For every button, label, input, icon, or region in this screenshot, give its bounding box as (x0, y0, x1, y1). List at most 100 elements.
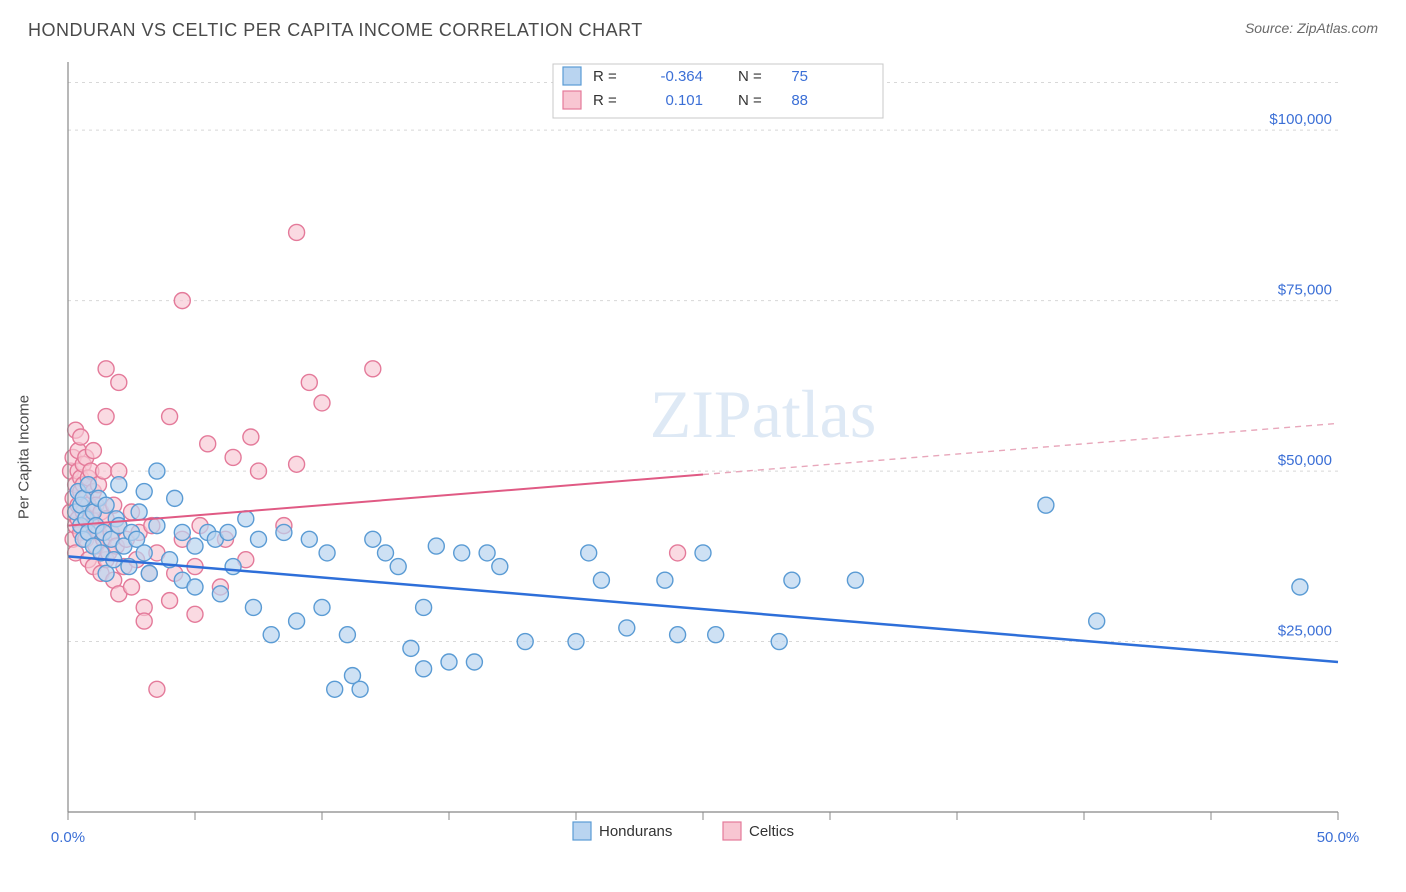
data-point-celtic (314, 395, 330, 411)
legend-n-label: N = (738, 92, 762, 109)
data-point-celtic (111, 374, 127, 390)
data-point-honduran (339, 627, 355, 643)
series-legend-label: Hondurans (599, 823, 672, 840)
data-point-celtic (162, 409, 178, 425)
data-point-honduran (670, 627, 686, 643)
data-point-honduran (1089, 613, 1105, 629)
data-point-honduran (212, 586, 228, 602)
data-point-honduran (593, 572, 609, 588)
data-point-honduran (289, 613, 305, 629)
data-point-honduran (708, 627, 724, 643)
data-point-celtic (289, 224, 305, 240)
data-point-honduran (492, 559, 508, 575)
data-point-honduran (1292, 579, 1308, 595)
data-point-honduran (245, 599, 261, 615)
data-point-honduran (365, 531, 381, 547)
data-point-celtic (98, 409, 114, 425)
data-point-celtic (670, 545, 686, 561)
legend-n-value: 75 (791, 68, 808, 85)
data-point-honduran (327, 681, 343, 697)
data-point-honduran (131, 504, 147, 520)
data-point-honduran (847, 572, 863, 588)
data-point-honduran (428, 538, 444, 554)
data-point-honduran (220, 524, 236, 540)
legend-r-value: 0.101 (665, 92, 703, 109)
data-point-honduran (263, 627, 279, 643)
data-point-honduran (517, 634, 533, 650)
x-tick-label: 50.0% (1317, 829, 1360, 846)
data-point-honduran (403, 640, 419, 656)
watermark: ZIPatlas (650, 376, 877, 452)
legend-swatch (563, 91, 581, 109)
data-point-honduran (568, 634, 584, 650)
data-point-honduran (111, 477, 127, 493)
data-point-honduran (416, 661, 432, 677)
data-point-honduran (276, 524, 292, 540)
data-point-honduran (225, 559, 241, 575)
data-point-honduran (466, 654, 482, 670)
series-legend-swatch (573, 822, 591, 840)
legend-n-value: 88 (791, 92, 808, 109)
data-point-celtic (289, 456, 305, 472)
data-point-honduran (1038, 497, 1054, 513)
y-tick-label: $100,000 (1269, 111, 1332, 128)
data-point-honduran (771, 634, 787, 650)
data-point-honduran (251, 531, 267, 547)
data-point-honduran (581, 545, 597, 561)
data-point-honduran (441, 654, 457, 670)
trend-line-celtic (68, 475, 703, 526)
y-tick-label: $25,000 (1278, 623, 1332, 640)
data-point-honduran (319, 545, 335, 561)
data-point-celtic (251, 463, 267, 479)
data-point-honduran (187, 538, 203, 554)
legend-r-label: R = (593, 68, 617, 85)
series-legend-swatch (723, 822, 741, 840)
data-point-honduran (479, 545, 495, 561)
data-point-celtic (243, 429, 259, 445)
data-point-honduran (136, 484, 152, 500)
data-point-celtic (187, 606, 203, 622)
data-point-celtic (98, 361, 114, 377)
y-axis-label: Per Capita Income (16, 395, 33, 519)
data-point-honduran (167, 490, 183, 506)
legend-r-value: -0.364 (660, 68, 703, 85)
data-point-celtic (174, 293, 190, 309)
data-point-honduran (657, 572, 673, 588)
data-point-honduran (149, 463, 165, 479)
y-tick-label: $50,000 (1278, 452, 1332, 469)
chart-container: Per Capita Income ZIPatlas0.0%50.0%$25,0… (28, 52, 1378, 862)
data-point-honduran (187, 579, 203, 595)
legend-r-label: R = (593, 92, 617, 109)
data-point-celtic (96, 463, 112, 479)
data-point-celtic (124, 579, 140, 595)
data-point-honduran (80, 477, 96, 493)
data-point-honduran (149, 518, 165, 534)
data-point-celtic (225, 449, 241, 465)
scatter-chart: ZIPatlas0.0%50.0%$25,000$50,000$75,000$1… (28, 52, 1368, 862)
data-point-celtic (301, 374, 317, 390)
data-point-honduran (784, 572, 800, 588)
y-tick-label: $75,000 (1278, 282, 1332, 299)
data-point-honduran (390, 559, 406, 575)
data-point-honduran (416, 599, 432, 615)
legend-swatch (563, 67, 581, 85)
data-point-celtic (162, 593, 178, 609)
data-point-honduran (98, 497, 114, 513)
data-point-honduran (174, 524, 190, 540)
data-point-celtic (200, 436, 216, 452)
data-point-honduran (136, 545, 152, 561)
data-point-honduran (141, 565, 157, 581)
source-label: Source: ZipAtlas.com (1245, 20, 1378, 36)
data-point-honduran (619, 620, 635, 636)
data-point-honduran (352, 681, 368, 697)
data-point-honduran (378, 545, 394, 561)
series-legend-label: Celtics (749, 823, 794, 840)
data-point-celtic (365, 361, 381, 377)
data-point-celtic (85, 443, 101, 459)
data-point-celtic (136, 613, 152, 629)
data-point-honduran (301, 531, 317, 547)
data-point-honduran (695, 545, 711, 561)
data-point-honduran (314, 599, 330, 615)
data-point-honduran (238, 511, 254, 527)
data-point-celtic (73, 429, 89, 445)
